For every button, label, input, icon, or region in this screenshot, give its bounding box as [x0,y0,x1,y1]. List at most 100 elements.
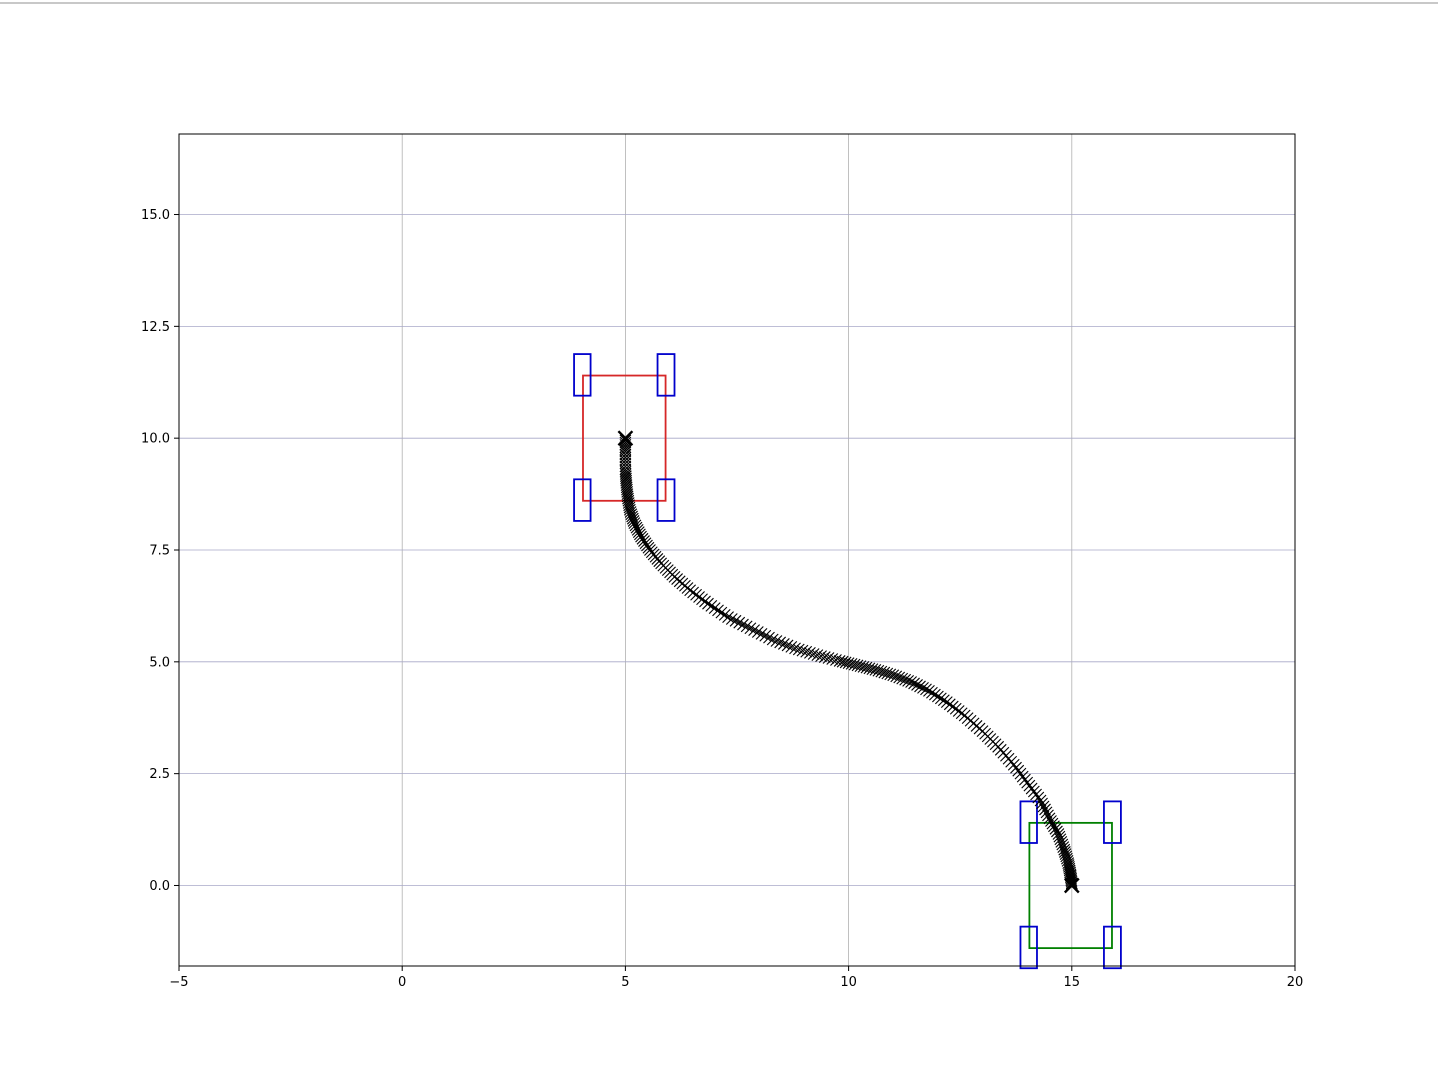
trajectory-point [1036,797,1048,810]
trajectory-marker-stroke [929,688,941,701]
grid-lines [178,134,1296,966]
trajectory-marker-stroke [624,506,637,518]
trajectory-point [766,633,779,646]
trajectory-marker-stroke [1042,809,1054,822]
window-top-border [0,2,1438,4]
trajectory-marker-stroke [737,618,749,631]
trajectory-marker-stroke [763,631,775,644]
trajectory-marker-stroke [872,664,885,677]
y-tick-label: 2.5 [149,767,170,782]
trajectory-marker-stroke [796,644,809,657]
trajectory-point [733,616,746,629]
trajectory-point [619,454,632,467]
trajectory-point [800,645,813,658]
vehicles [573,353,1122,970]
trajectory-marker-stroke [729,614,742,627]
trajectory-point [911,679,923,691]
trajectory-marker-stroke [1055,835,1068,848]
trajectory-marker-stroke [836,655,849,668]
trajectory-point [729,614,742,627]
trajectory-marker-stroke [777,638,790,650]
trajectory-marker-stroke [1060,850,1073,863]
trajectory-marker-stroke [851,659,864,672]
trajectory-marker-stroke [623,501,636,514]
trajectory-marker-stroke [733,616,746,629]
trajectory-marker-stroke [619,445,632,458]
trajectory-marker-stroke [625,508,638,521]
trajectory-marker-stroke [887,669,900,682]
trajectory-marker-stroke [893,671,906,684]
trajectory-marker-stroke [1036,797,1048,810]
trajectory-marker-stroke [751,626,764,638]
trajectory-marker-stroke [905,676,917,688]
trajectory-point [893,671,906,684]
trajectory-point [708,602,721,615]
trajectory-point [926,686,938,699]
trajectory-point [763,631,775,644]
trajectory-marker-stroke [860,661,873,674]
trajectory-marker-stroke [623,499,636,512]
trajectory-marker-stroke [839,656,852,669]
start-center-marker [617,430,634,447]
trajectory-marker-stroke [1058,843,1071,856]
trajectory-point [626,510,638,523]
trajectory-marker-stroke [744,622,757,635]
trajectory-marker-stroke [1048,820,1060,833]
goal-vehicle-wheel [1103,800,1122,844]
trajectory-point [722,611,734,623]
trajectory-point [822,652,835,664]
trajectory-marker-stroke [1054,833,1067,846]
trajectory-point [923,685,935,697]
trajectory-point [744,622,757,635]
trajectory-point [718,608,731,621]
trajectory-marker-stroke [878,666,891,679]
trajectory-marker-stroke [863,662,876,675]
trajectory-point [896,672,909,685]
center-marker-stroke [617,430,634,447]
trajectory-marker-stroke [1062,859,1075,871]
y-tick-label: 12.5 [141,320,170,335]
trajectory-marker-stroke [845,658,858,670]
trajectory-point [1065,875,1078,888]
trajectory-point [702,597,714,610]
trajectory-marker-stroke [620,474,633,487]
trajectory-point [705,600,718,612]
trajectory-marker-stroke [920,683,932,696]
trajectory-point [712,604,724,617]
trajectory-marker-stroke [815,650,827,662]
trajectory-point [781,639,794,652]
x-tick-label: 20 [1287,975,1304,990]
trajectory-point [1048,820,1060,833]
x-tick-label: 10 [840,975,857,990]
trajectory-point [1060,850,1073,863]
trajectory-marker-stroke [1065,875,1078,888]
trajectory-point [899,673,912,686]
trajectory-marker-stroke [937,694,950,707]
trajectory-marker-stroke [866,663,879,676]
start-vehicle-wheel [573,353,592,397]
trajectory-point [751,626,764,638]
trajectory-marker-stroke [890,670,903,683]
trajectory-marker-stroke [626,510,638,523]
trajectory-marker-stroke [715,606,728,619]
trajectory-point [624,506,637,518]
trajectory-point [804,646,816,659]
trajectory-marker-stroke [1065,874,1078,887]
trajectory-point [1059,848,1072,861]
trajectory-marker-stroke [774,636,787,649]
trajectory-marker-stroke [926,686,938,699]
trajectory-point [759,629,772,642]
trajectory-marker-stroke [826,653,839,665]
trajectory-marker-stroke [830,654,842,666]
trajectory-point [626,512,639,525]
trajectory-point [619,451,632,464]
y-tick-label: 10.0 [141,432,170,447]
trajectory-marker-stroke [1056,838,1069,851]
trajectory-point [623,501,636,514]
trajectory-marker-stroke [722,611,734,623]
trajectory-point [818,651,831,663]
trajectory-marker-stroke [1046,817,1059,830]
trajectory-point [1034,794,1047,807]
start-vehicle-wheel [573,478,592,522]
trajectory-point [1045,815,1057,827]
